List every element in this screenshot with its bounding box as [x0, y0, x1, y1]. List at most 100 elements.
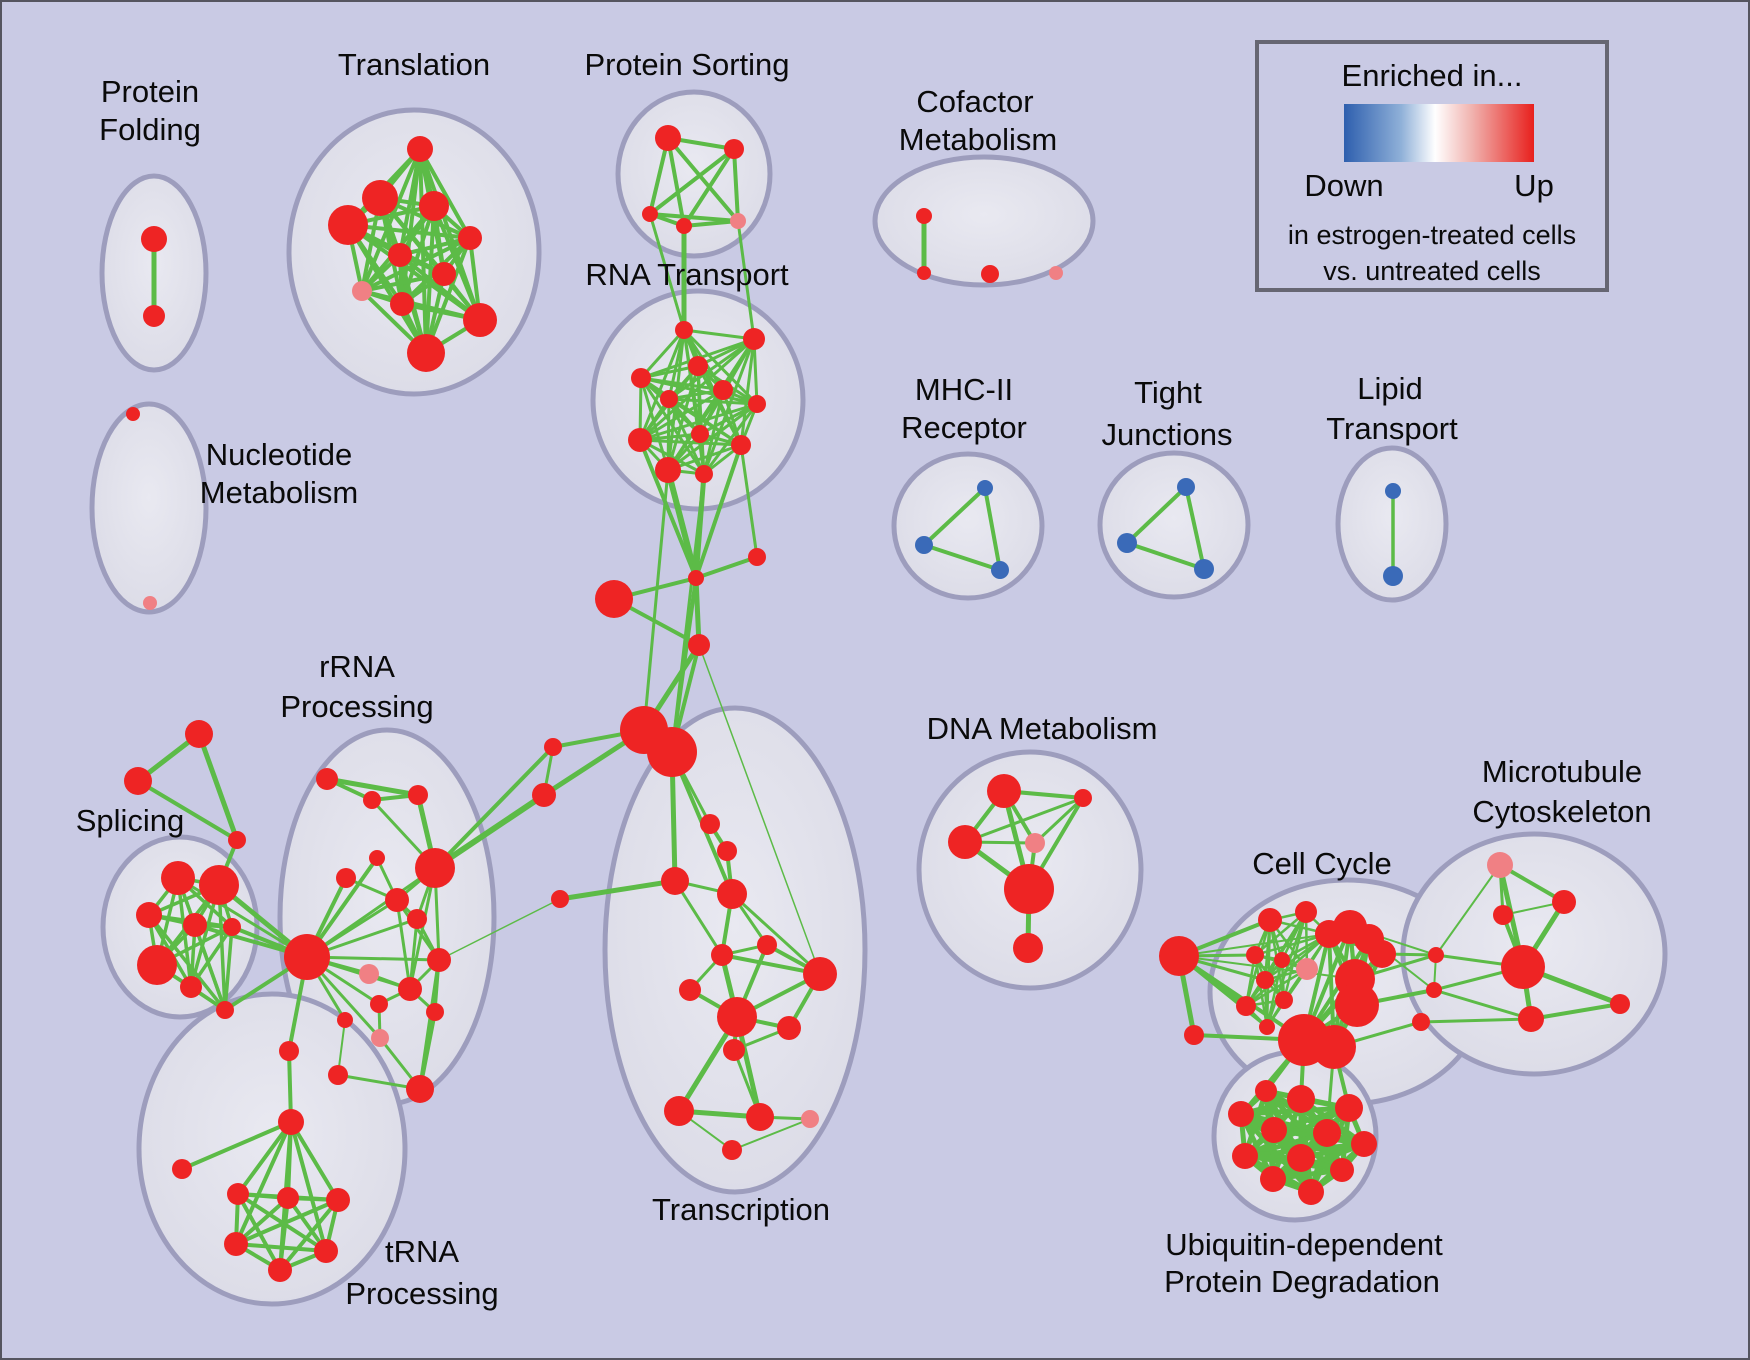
node-tr9 — [746, 1103, 774, 1131]
edge-sp4-sp8 — [193, 923, 227, 1012]
node-m7 — [1428, 947, 1444, 963]
node-rt8 — [691, 425, 709, 443]
edge-tre-r9 — [438, 898, 561, 961]
edge-ps1-ps5 — [666, 136, 740, 223]
edge-sp1-hubL — [176, 876, 309, 959]
node-t4 — [328, 205, 368, 245]
cluster-label-microtubule-cytoskeleton-1: Cytoskeleton — [1472, 794, 1651, 829]
legend-down-label: Down — [1304, 168, 1384, 203]
node-t3 — [419, 191, 449, 221]
node-t2 — [362, 180, 398, 216]
node-tn0 — [172, 1159, 192, 1179]
node-cc7 — [1275, 991, 1293, 1009]
cluster-label-cofactor-metabolism-1: Metabolism — [899, 122, 1058, 157]
node-r17 — [279, 1041, 299, 1061]
edge-c6-rhub — [432, 792, 547, 871]
edge-cc8-cc10 — [1244, 932, 1331, 1008]
node-ps2 — [724, 139, 744, 159]
edge-rt11-c1 — [665, 467, 699, 581]
node-rt11 — [655, 457, 681, 483]
edge-t4-t11 — [346, 223, 428, 355]
edge-rt2-rt10 — [739, 337, 756, 447]
node-hubL — [284, 934, 330, 980]
node-r9 — [427, 948, 451, 972]
edge-tn2-tn6 — [278, 1196, 290, 1272]
cluster-label-transcription-0: Transcription — [652, 1192, 830, 1227]
node-r4 — [369, 850, 385, 866]
node-ps5 — [730, 213, 746, 229]
node-ps4 — [676, 218, 692, 234]
node-tr11 — [722, 1140, 742, 1160]
cluster-ellipse-tight-junctions — [1097, 450, 1251, 600]
node-tj3 — [1194, 559, 1214, 579]
node-c3 — [595, 580, 633, 618]
cluster-label-cell-cycle-0: Cell Cycle — [1252, 846, 1392, 881]
cluster-label-microtubule-cytoskeleton-0: Microtubule — [1482, 754, 1642, 789]
edge-rt4-rt12 — [639, 376, 706, 476]
cluster-label-trna-processing-0: tRNA — [385, 1234, 459, 1269]
cluster-label-ubiquitin-degradation-1: Protein Degradation — [1164, 1264, 1440, 1299]
edge-ps2-ps5 — [732, 147, 740, 223]
node-mh1 — [977, 480, 993, 496]
edge-rt7-rt8 — [698, 402, 759, 436]
node-r12 — [426, 1003, 444, 1021]
node-rt6 — [713, 380, 733, 400]
node-c6 — [532, 783, 556, 807]
node-tr6 — [777, 1016, 801, 1040]
node-tn2 — [277, 1187, 299, 1209]
edge-rt9-rt12 — [638, 438, 706, 476]
edge-mh1-mh2 — [922, 486, 987, 547]
edge-tnh-tn0 — [180, 1120, 293, 1171]
node-d2 — [1074, 789, 1092, 807]
cluster-label-protein-folding-1: Folding — [99, 112, 201, 147]
edge-c2-rt10 — [739, 443, 759, 559]
node-cf1 — [916, 208, 932, 224]
node-tn4 — [224, 1232, 248, 1256]
cluster-label-splicing-0: Splicing — [76, 803, 185, 838]
cluster-label-dna-metabolism-0: DNA Metabolism — [927, 711, 1158, 746]
node-tn1 — [227, 1183, 249, 1205]
cluster-ellipse-mhc-ii-receptor — [891, 451, 1045, 601]
node-r2 — [363, 791, 381, 809]
cluster-label-tight-junctions-0: Tight — [1134, 375, 1202, 410]
edge-tnh-tn5 — [289, 1120, 328, 1253]
edge-rt9-c1 — [638, 438, 698, 580]
node-ub8 — [1232, 1143, 1258, 1169]
node-m2 — [1552, 890, 1576, 914]
node-pf1 — [141, 226, 167, 252]
node-trc — [717, 879, 747, 909]
edge-tr10-tr11 — [731, 1118, 811, 1151]
node-ub10 — [1330, 1158, 1354, 1182]
node-d3 — [948, 825, 982, 859]
edge-sp5-sp7 — [189, 925, 234, 989]
node-cf3 — [981, 265, 999, 283]
node-rt12 — [695, 465, 713, 483]
cluster-label-mhc-ii-receptor-1: Receptor — [901, 410, 1027, 445]
node-tr2 — [757, 935, 777, 955]
node-cc15 — [1335, 983, 1379, 1027]
node-cc17 — [1312, 1025, 1356, 1069]
edge-cc4-cc9 — [1265, 958, 1284, 1029]
edge-tr3-trc — [730, 892, 822, 976]
edge-tnh-tn3 — [289, 1120, 340, 1202]
node-tra — [700, 814, 720, 834]
node-st2 — [124, 767, 152, 795]
edge-rt6-rt12 — [702, 388, 725, 476]
node-ub4 — [1335, 1094, 1363, 1122]
edge-ps3-ps5 — [648, 212, 740, 223]
edge-ps2-ps3 — [648, 147, 736, 216]
edge-r1-r3 — [324, 776, 421, 798]
edge-rt4-rt11 — [639, 376, 670, 472]
edge-t4-t5 — [346, 223, 472, 240]
node-m1 — [1487, 852, 1513, 878]
node-rt10 — [731, 435, 751, 455]
edge-m9-m6 — [1419, 1017, 1533, 1024]
node-nm2 — [143, 596, 157, 610]
edge-rt2-rt5 — [667, 337, 756, 401]
cluster-ellipse-protein-sorting — [615, 89, 773, 259]
node-sp7 — [180, 976, 202, 998]
node-r7 — [407, 909, 427, 929]
edge-c4-tr3 — [698, 644, 821, 975]
edge-sp2-sp8 — [217, 883, 227, 1012]
node-sp4 — [183, 913, 207, 937]
